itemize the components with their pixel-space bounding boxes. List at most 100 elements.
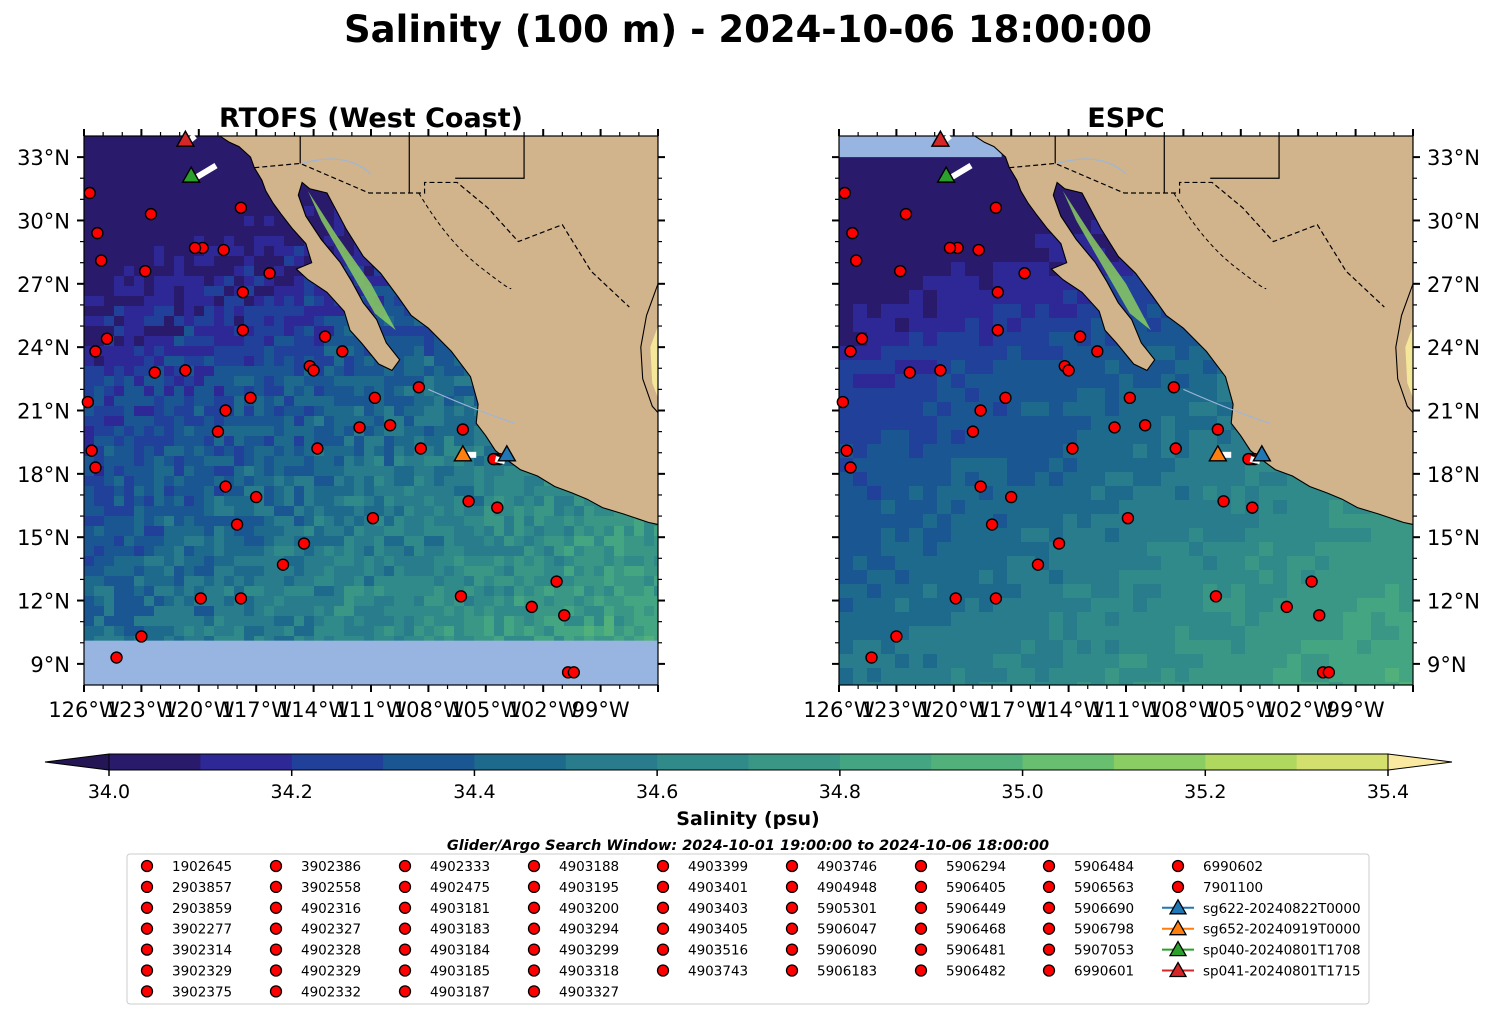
legend-marker-dot	[271, 861, 282, 872]
legend-label: 4903200	[559, 901, 619, 917]
argo-float-4902328	[992, 325, 1003, 336]
legend-marker-dot	[916, 881, 927, 892]
argo-float-4903184	[1063, 365, 1074, 376]
argo-float-4903405	[1170, 443, 1181, 454]
rtofs-y-tick-label: 27°N	[17, 273, 70, 297]
argo-float-4902316	[237, 287, 248, 298]
legend-marker-dot	[529, 944, 540, 955]
argo-float-4903327	[413, 382, 424, 393]
argo-float-4903299	[354, 422, 365, 433]
legend-label: 5905301	[817, 901, 877, 917]
colorbar-band	[383, 754, 475, 770]
argo-float-5906405	[195, 593, 206, 604]
argo-float-4902329	[856, 333, 867, 344]
legend-marker-dot	[1044, 881, 1055, 892]
legend-label: 5906563	[1074, 880, 1134, 896]
argo-float-4902327	[1019, 268, 1030, 279]
argo-float-4903401	[845, 462, 856, 473]
rtofs-x-tick-label: 99°W	[572, 698, 630, 722]
legend-label: 4902316	[301, 901, 361, 917]
legend-label: 5906405	[946, 880, 1006, 896]
legend-label: 3902386	[301, 859, 361, 875]
legend-marker-dot	[271, 986, 282, 997]
argo-float-4902316	[992, 287, 1003, 298]
colorbar-band	[109, 754, 201, 770]
rtofs-x-tick-label: 102°W	[508, 698, 580, 722]
argo-float-1902645	[839, 188, 850, 199]
legend-marker-dot	[142, 881, 153, 892]
legend-label: 3902375	[172, 984, 232, 1000]
argo-float-4902332	[90, 346, 101, 357]
legend-label: 3902329	[172, 964, 232, 980]
legend-marker-dot	[787, 965, 798, 976]
legend-label: sg652-20240919T0000	[1203, 922, 1361, 938]
argo-float-5906484	[1314, 610, 1325, 621]
legend-label: 4903516	[688, 943, 748, 959]
argo-float-5906468	[455, 591, 466, 602]
colorbar-band	[840, 754, 932, 770]
legend-label: 4903746	[817, 859, 877, 875]
argo-float-4903743	[975, 481, 986, 492]
espc-no-data-region	[839, 136, 1002, 157]
legend-marker-dot	[271, 881, 282, 892]
argo-float-5906405	[950, 593, 961, 604]
colorbar-band	[931, 754, 1023, 770]
colorbar-tick-label: 34.8	[819, 781, 861, 803]
legend-label: 5906468	[946, 922, 1006, 938]
argo-float-4902329	[101, 333, 112, 344]
argo-float-4904948	[232, 519, 243, 530]
argo-float-4903746	[1006, 492, 1017, 503]
legend-marker-dot	[142, 861, 153, 872]
argo-float-5906294	[277, 559, 288, 570]
legend-marker-dot	[142, 902, 153, 913]
legend-marker-dot	[1044, 944, 1055, 955]
argo-float-4903299	[1109, 422, 1120, 433]
figure-title: Salinity (100 m) - 2024-10-06 18:00:00	[344, 8, 1152, 51]
legend-marker-dot	[529, 881, 540, 892]
legend-label: 4903327	[559, 984, 619, 1000]
colorbar-tick-label: 35.0	[1001, 781, 1043, 803]
legend-marker-dot	[787, 923, 798, 934]
legend-marker-dot	[916, 861, 927, 872]
legend-label: 5906798	[1074, 922, 1134, 938]
legend-label: 4903187	[430, 984, 490, 1000]
argo-float-5906481	[1281, 601, 1292, 612]
argo-float-4903746	[251, 492, 262, 503]
argo-float-5907053	[1323, 667, 1334, 678]
espc-y-tick-label: 18°N	[1427, 463, 1480, 487]
legend-marker-dot	[142, 965, 153, 976]
argo-float-2903857	[145, 209, 156, 220]
argo-float-4903200	[967, 426, 978, 437]
legend-label: 5906484	[1074, 859, 1134, 875]
argo-float-5906468	[1210, 591, 1221, 602]
argo-float-4903185	[337, 346, 348, 357]
argo-float-5906294	[1032, 559, 1043, 570]
argo-float-4903294	[1124, 392, 1135, 403]
legend-label: 6990602	[1203, 859, 1263, 875]
espc-x-tick-label: 99°W	[1327, 698, 1385, 722]
legend-label: 4903318	[559, 964, 619, 980]
argo-float-5906690	[111, 652, 122, 663]
argo-float-5906090	[1247, 502, 1258, 513]
argo-float-5906183	[299, 538, 310, 549]
legend: 1902645290385729038593902277390231439023…	[127, 854, 1369, 1004]
argo-float-4904948	[987, 519, 998, 530]
argo-float-2903859	[847, 228, 858, 239]
argo-float-3902375	[218, 245, 229, 256]
argo-float-4903399	[841, 445, 852, 456]
colorbar-band	[292, 754, 384, 770]
argo-float-5906482	[551, 576, 562, 587]
legend-marker-dot	[271, 923, 282, 934]
colorbar-under-arrow	[45, 754, 109, 770]
argo-float-5906090	[492, 502, 503, 513]
argo-float-5906183	[1054, 538, 1065, 549]
argo-float-3902277	[851, 255, 862, 266]
search-window-caption: Glider/Argo Search Window: 2024-10-01 19…	[447, 838, 1049, 854]
legend-label: 4903188	[559, 859, 619, 875]
argo-float-5906484	[559, 610, 570, 621]
argo-float-4902332	[845, 346, 856, 357]
legend-label: 4903195	[559, 880, 619, 896]
argo-float-4902475	[935, 365, 946, 376]
legend-label: 4903183	[430, 922, 490, 938]
